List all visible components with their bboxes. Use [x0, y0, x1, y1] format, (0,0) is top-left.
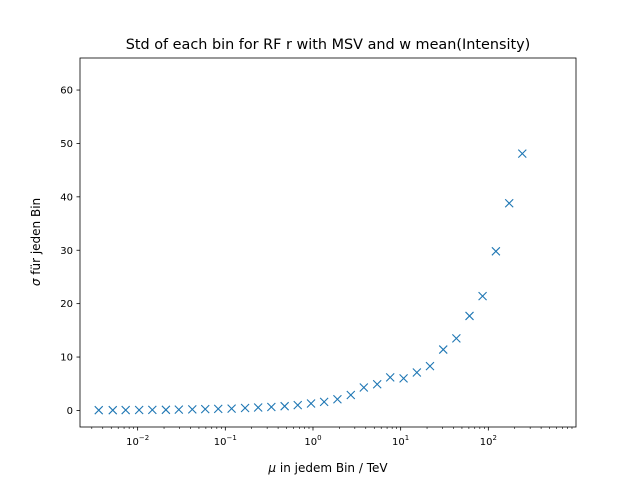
data-point: [121, 405, 131, 415]
data-point: [240, 403, 250, 413]
data-point: [504, 198, 514, 208]
data-point: [412, 368, 422, 377]
data-point: [399, 374, 408, 383]
data-point: [491, 246, 501, 256]
data-point: [147, 405, 157, 415]
plot-area: [79, 57, 577, 428]
data-point: [293, 400, 303, 410]
data-point: [478, 291, 487, 301]
y-axis-ticks: 0 10 20 30 40 50 60: [60, 86, 80, 417]
data-point: [465, 311, 474, 321]
data-point: [94, 405, 104, 415]
data-point: [108, 405, 118, 415]
chart-title: Std of each bin for RF r with MSV and w …: [126, 37, 530, 53]
y-axis-label-symbol: σ: [29, 278, 43, 286]
x-axis-label: μ in jedem Bin / TeV: [267, 461, 388, 475]
x-tick-label: 10−1: [214, 434, 237, 448]
y-tick-label: 0: [67, 406, 73, 417]
data-point: [438, 345, 448, 354]
data-point: [161, 405, 171, 415]
data-point: [187, 404, 197, 414]
data-points: [94, 149, 527, 415]
y-tick-label: 50: [60, 139, 73, 150]
data-point: [213, 404, 223, 414]
y-tick-label: 10: [60, 353, 73, 364]
data-point: [174, 405, 184, 415]
data-point: [517, 149, 527, 158]
x-axis-label-text: in jedem Bin / TeV: [276, 461, 388, 475]
data-point: [385, 372, 395, 382]
data-point: [200, 404, 210, 414]
y-axis-label-text: für jeden Bin: [29, 198, 43, 279]
x-axis-label-symbol: μ: [267, 461, 276, 475]
y-tick-label: 60: [60, 86, 73, 97]
data-point: [134, 405, 144, 415]
data-point: [359, 383, 369, 392]
y-tick-label: 40: [60, 192, 73, 203]
data-point: [253, 403, 263, 412]
data-point: [425, 361, 435, 371]
y-tick-label: 30: [60, 246, 73, 257]
x-tick-label: 102: [480, 434, 497, 448]
y-tick-label: 20: [60, 299, 73, 310]
data-point: [266, 402, 276, 412]
data-point: [227, 404, 237, 413]
data-point: [372, 379, 382, 389]
data-point: [319, 397, 329, 407]
data-point: [451, 333, 461, 343]
data-point: [280, 401, 290, 411]
data-point: [306, 399, 316, 408]
data-point: [346, 390, 356, 400]
x-tick-label: 10−2: [126, 434, 149, 448]
data-point: [333, 394, 342, 404]
y-axis-label: σ für jeden Bin: [29, 198, 43, 286]
x-axis-ticks: 10−2 10−1 100 101 102: [91, 427, 573, 448]
x-tick-label: 101: [392, 434, 409, 448]
x-tick-label: 100: [304, 434, 321, 448]
